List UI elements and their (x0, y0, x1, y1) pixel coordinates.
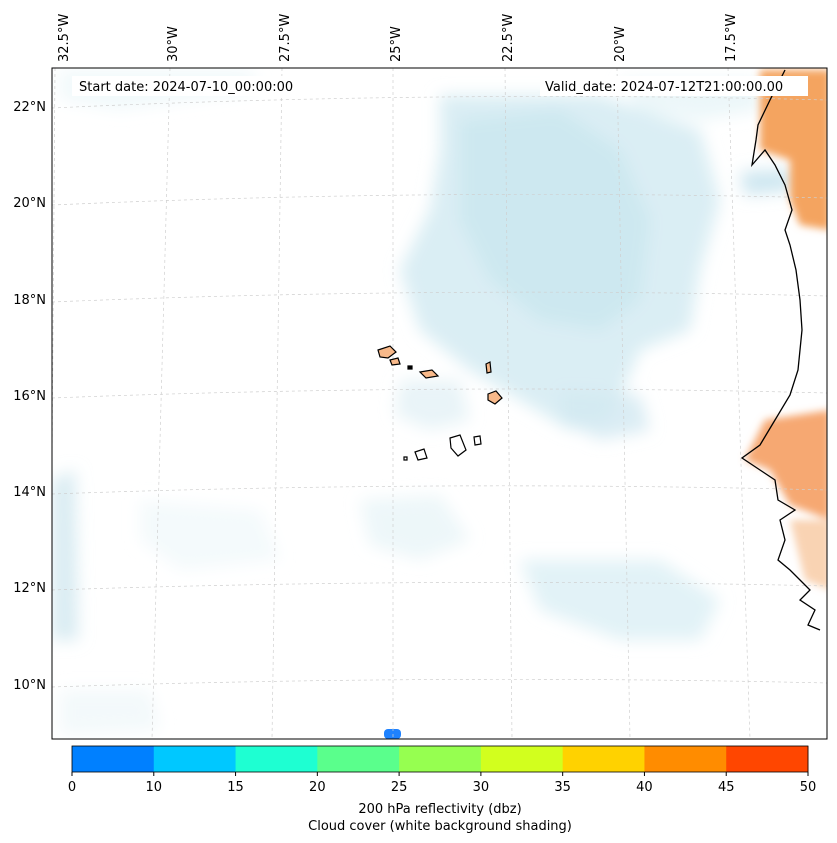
colorbar-tick-label: 50 (800, 780, 817, 795)
colorbar: 0 10 15 20 25 30 35 40 45 50 (68, 745, 817, 795)
colorbar-tick-label: 40 (636, 780, 653, 795)
colorbar-tick-label: 20 (309, 780, 326, 795)
reflectivity-shading (745, 70, 827, 589)
lon-labels: 32.5°W 30°W 27.5°W 25°W 22.5°W 20°W 17.5… (57, 14, 739, 62)
colorbar-tick-label: 30 (473, 780, 490, 795)
colorbar-tick-label: 10 (146, 780, 163, 795)
cloud-cover-shading (52, 70, 795, 735)
colorbar-tick-label: 35 (554, 780, 571, 795)
lon-label: 25°W (389, 26, 404, 62)
lat-label: 12°N (13, 581, 46, 596)
lon-label: 27.5°W (278, 14, 293, 62)
colorbar-segment (399, 746, 482, 772)
colorbar-segment (480, 746, 564, 772)
axes-frame (51, 67, 828, 740)
valid-date-box (540, 76, 808, 96)
colorbar-segment (562, 746, 645, 772)
start-date-box (72, 76, 322, 96)
colorbar-segment (317, 746, 400, 772)
lat-label: 16°N (13, 389, 46, 404)
start-date-label: Start date: 2024-07-10_00:00:00 (79, 80, 293, 95)
reflectivity-blob (384, 729, 401, 739)
lat-label: 20°N (13, 196, 46, 211)
lat-label: 14°N (13, 485, 46, 500)
lon-label: 22.5°W (501, 14, 516, 62)
lat-label: 18°N (13, 293, 46, 308)
colorbar-segment (726, 746, 809, 772)
colorbar-segment (72, 746, 155, 772)
data-layer (52, 70, 827, 739)
colorbar-tick-label: 25 (391, 780, 408, 795)
lat-label: 10°N (13, 678, 46, 693)
colorbar-subtitle: Cloud cover (white background shading) (308, 819, 572, 834)
colorbar-title: 200 hPa reflectivity (dbz) (358, 802, 521, 817)
lon-label: 17.5°W (724, 14, 739, 62)
colorbar-segment (235, 746, 318, 772)
colorbar-segment (644, 746, 727, 772)
islands (377, 345, 503, 461)
lat-labels: 22°N 20°N 18°N 16°N 14°N 12°N 10°N (13, 100, 46, 693)
lon-label: 30°W (166, 26, 181, 62)
lon-label: 20°W (613, 26, 628, 62)
coastline (740, 69, 821, 631)
colorbar-frame (71, 745, 809, 773)
colorbar-tick-label: 0 (68, 780, 76, 795)
colorbar-tick-label: 15 (227, 780, 244, 795)
colorbar-segment (153, 746, 237, 772)
lon-label: 32.5°W (57, 14, 72, 62)
lat-label: 22°N (13, 100, 46, 115)
colorbar-tick-label: 45 (718, 780, 735, 795)
gridlines (52, 68, 827, 739)
valid-date-label: Valid_date: 2024-07-12T21:00:00.00 (545, 80, 783, 95)
